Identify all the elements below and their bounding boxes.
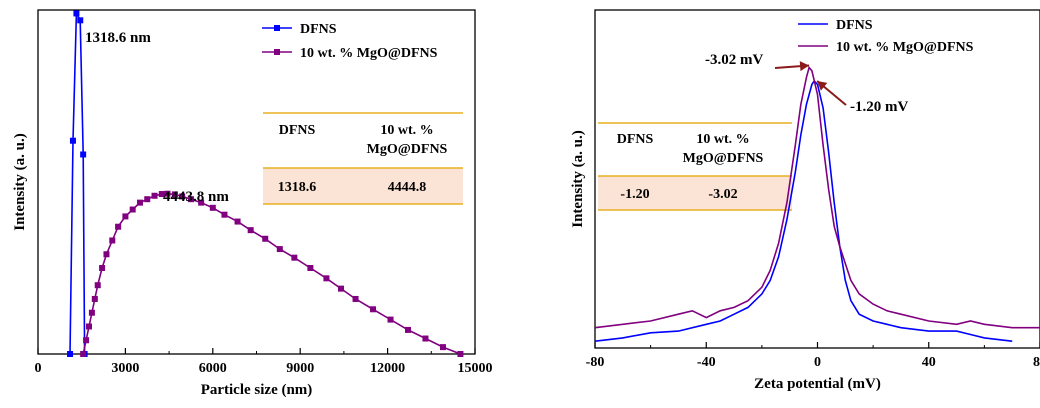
particle-size-annotations: 1318.6 nm 4443.8 nm bbox=[85, 30, 229, 205]
series-2-point-32 bbox=[352, 295, 359, 302]
series-2-point-12 bbox=[129, 206, 136, 213]
legend-marker-1 bbox=[274, 25, 280, 31]
series-2-point-22 bbox=[209, 204, 216, 211]
series-2-point-30 bbox=[323, 275, 330, 282]
table-header-2-line-2: MgO@DFNS bbox=[683, 151, 764, 166]
x-tick-label-4: 40 bbox=[922, 355, 936, 370]
series-2-point-5 bbox=[91, 295, 98, 302]
annotation-label-2: -1.20 mV bbox=[850, 99, 908, 115]
series-1-point-2 bbox=[69, 137, 76, 144]
series-2-point-29 bbox=[307, 265, 314, 271]
series-2-point-33 bbox=[370, 306, 377, 313]
series-2-point-4 bbox=[88, 309, 95, 316]
table-header-2-line-1: 10 wt. % bbox=[696, 132, 749, 147]
series-2-point-21 bbox=[198, 199, 205, 206]
series-line-1 bbox=[69, 10, 86, 355]
x-tick-label-5: 80 bbox=[1033, 355, 1040, 370]
series-1-point-1 bbox=[67, 351, 74, 357]
table-header-2-line-2: MgO@DFNS bbox=[367, 142, 448, 157]
series-2-point-27 bbox=[276, 246, 283, 253]
x-tick-label-1: 0 bbox=[35, 361, 42, 376]
x-tick-label-6: 15000 bbox=[458, 361, 493, 376]
y-axis-label: Intensity (a. u.) bbox=[570, 130, 586, 228]
series-2-point-7 bbox=[99, 265, 106, 271]
zeta-potential-table: DFNS 10 wt. % MgO@DFNS -1.20 -3.02 bbox=[598, 122, 792, 211]
series-2-point-35 bbox=[404, 326, 411, 333]
series-2-point-9 bbox=[109, 237, 116, 244]
y-axis-label: Intensity (a. u.) bbox=[12, 133, 28, 231]
zeta-potential-legend: DFNS 10 wt. % MgO@DFNS bbox=[798, 18, 974, 55]
table-header-1-line-1: DFNS bbox=[279, 123, 316, 138]
legend-label-2: 10 wt. % MgO@DFNS bbox=[300, 46, 438, 61]
series-2-point-20 bbox=[187, 196, 194, 203]
annotation-arrowhead-1 bbox=[799, 61, 810, 72]
series-2-point-23 bbox=[221, 211, 228, 218]
x-tick-label-3: 6000 bbox=[199, 361, 227, 376]
table-value-row-bg bbox=[598, 176, 792, 210]
series-line-2 bbox=[594, 65, 1040, 329]
x-tick-label-2: -40 bbox=[697, 355, 716, 370]
table-cell-1-2: -3.02 bbox=[708, 187, 737, 202]
series-2-point-17 bbox=[164, 190, 171, 197]
particle-size-axes: 0 3000 6000 9000 12000 15000 Particle size (nm… bbox=[12, 9, 493, 398]
particle-size-table: DFNS 10 wt. % MgO@DFNS 1318.6 4444.8 bbox=[263, 112, 463, 205]
series-1-point-3 bbox=[73, 10, 80, 17]
particle-size-legend: DFNS 10 wt. % MgO@DFNS bbox=[262, 22, 438, 61]
particle-size-chart: DFNS 10 wt. % MgO@DFNS 1318.6 4444.8 0 3000 60… bbox=[12, 9, 493, 398]
series-1-point-5 bbox=[80, 151, 87, 158]
series-2-point-11 bbox=[122, 213, 129, 220]
series-2-point-1 bbox=[80, 351, 87, 357]
series-2-point-25 bbox=[247, 227, 254, 234]
series-line-2 bbox=[82, 192, 461, 355]
annotation-label-1: 1318.6 nm bbox=[85, 30, 151, 46]
zeta-potential-annotations: -3.02 mV -1.20 mV bbox=[705, 52, 908, 115]
series-2-point-28 bbox=[291, 254, 298, 261]
x-tick-label-2: 3000 bbox=[111, 361, 139, 376]
table-header-1-line-1: DFNS bbox=[617, 132, 654, 147]
series-2-point-34 bbox=[387, 316, 394, 323]
series-2-point-26 bbox=[262, 235, 269, 242]
series-2-point-37 bbox=[439, 344, 446, 351]
table-cell-1-1: -1.20 bbox=[620, 187, 649, 202]
annotation-label-1: -3.02 mV bbox=[705, 52, 763, 68]
series-2-point-16 bbox=[158, 191, 165, 198]
series-2-point-15 bbox=[151, 192, 158, 199]
series-2-point-36 bbox=[422, 335, 429, 342]
series-2-point-13 bbox=[136, 199, 143, 206]
series-2-point-3 bbox=[85, 323, 92, 330]
annotation-arrowhead-2 bbox=[817, 80, 828, 91]
zeta-potential-chart: DFNS 10 wt. % MgO@DFNS -1.20 -3.02 -80 -40 0 40… bbox=[570, 9, 1040, 392]
legend-label-1: DFNS bbox=[836, 18, 873, 33]
series-2-point-2 bbox=[83, 337, 90, 344]
series-2-point-8 bbox=[103, 251, 110, 258]
x-axis-label: Particle size (nm) bbox=[201, 382, 313, 398]
table-cell-1-1: 1318.6 bbox=[278, 180, 317, 195]
legend-label-2: 10 wt. % MgO@DFNS bbox=[836, 40, 974, 55]
series-2-point-24 bbox=[234, 218, 241, 225]
x-tick-label-5: 12000 bbox=[370, 361, 405, 376]
table-header-2-line-1: 10 wt. % bbox=[380, 123, 433, 138]
zeta-potential-series bbox=[594, 65, 1040, 342]
x-tick-label-1: -80 bbox=[586, 355, 605, 370]
series-2-point-6 bbox=[94, 282, 101, 289]
legend-marker-2 bbox=[274, 49, 280, 55]
table-cell-1-2: 4444.8 bbox=[388, 180, 427, 195]
series-2-point-31 bbox=[337, 285, 344, 292]
series-1-point-4 bbox=[77, 17, 84, 24]
x-axis-label: Zeta potential (mV) bbox=[754, 376, 881, 392]
annotation-label-2: 4443.8 nm bbox=[163, 189, 229, 205]
table-value-row-bg bbox=[263, 168, 463, 204]
series-2-point-14 bbox=[144, 196, 151, 203]
x-tick-label-3: 0 bbox=[814, 355, 821, 370]
series-2-point-38 bbox=[457, 351, 464, 357]
series-line-1 bbox=[594, 79, 1013, 342]
legend-label-1: DFNS bbox=[300, 22, 337, 37]
zeta-potential-axes: -80 -40 0 40 80 Zeta potential (mV) Intensity … bbox=[570, 9, 1040, 392]
series-2-point-10 bbox=[115, 223, 122, 230]
series-2-point-18 bbox=[171, 191, 178, 198]
series-2-point-19 bbox=[179, 193, 186, 200]
x-tick-label-4: 9000 bbox=[286, 361, 314, 376]
particle-size-series bbox=[67, 10, 464, 357]
